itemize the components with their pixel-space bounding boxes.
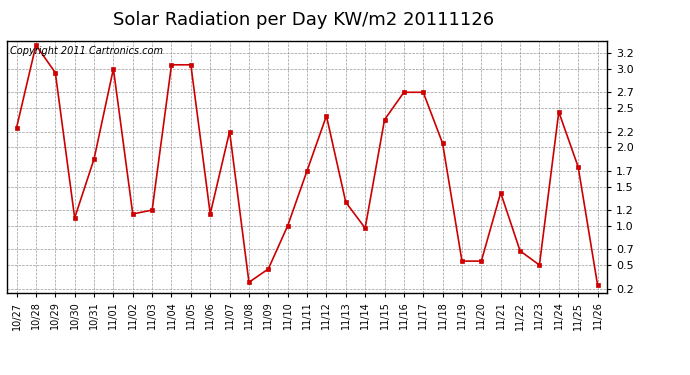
- Text: Copyright 2011 Cartronics.com: Copyright 2011 Cartronics.com: [10, 46, 163, 56]
- Text: Solar Radiation per Day KW/m2 20111126: Solar Radiation per Day KW/m2 20111126: [113, 11, 494, 29]
